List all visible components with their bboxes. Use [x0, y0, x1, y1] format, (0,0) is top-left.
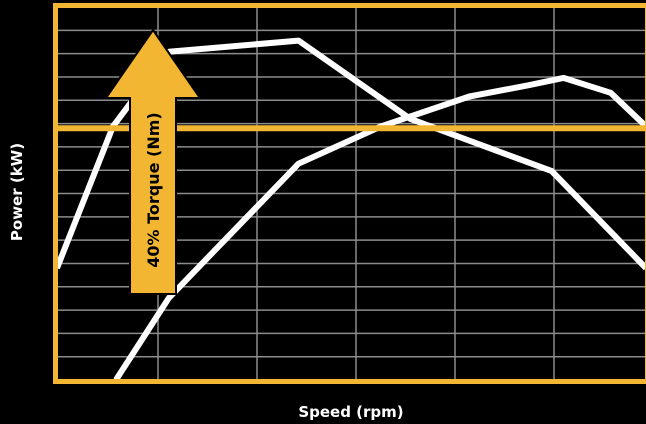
- y-axis-label: Power (kW): [8, 143, 26, 241]
- plot-frame: [53, 3, 646, 384]
- series-line-2: [113, 74, 646, 382]
- torque-arrow: 40% Torque (Nm): [104, 28, 202, 295]
- x-axis-label: Speed (rpm): [298, 403, 403, 421]
- arrow-shape: [104, 28, 202, 295]
- arrow-label: 40% Torque (Nm): [144, 112, 163, 268]
